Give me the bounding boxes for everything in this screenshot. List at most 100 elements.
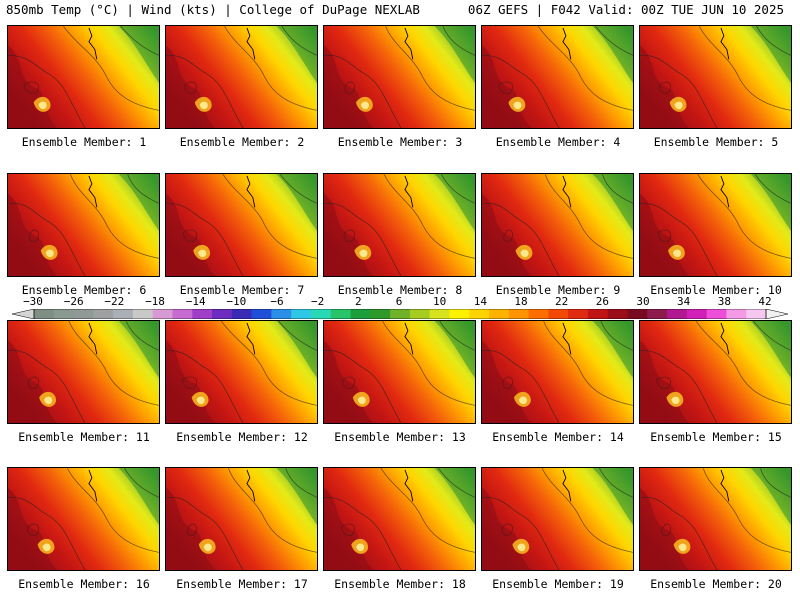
ensemble-member-map <box>481 25 634 129</box>
colorbar-tick-label: −6 <box>270 295 284 308</box>
colorbar-swatch <box>34 309 55 319</box>
ensemble-member-label: Ensemble Member: 9 <box>495 283 621 297</box>
colorbar-swatch <box>409 309 431 319</box>
colorbar-tick-label: 22 <box>555 295 569 308</box>
colorbar-swatch <box>627 309 648 319</box>
colorbar-swatch <box>192 309 213 319</box>
ensemble-member-map <box>323 25 476 129</box>
colorbar-tick-label: −30 <box>23 295 43 308</box>
colorbar-swatch <box>469 309 490 319</box>
colorbar-swatch <box>528 309 549 319</box>
ensemble-member-label: Ensemble Member: 3 <box>337 135 463 149</box>
ensemble-member-label: Ensemble Member: 15 <box>650 430 782 444</box>
ensemble-member-label: Ensemble Member: 18 <box>334 577 466 591</box>
colorbar-swatch <box>350 309 371 319</box>
ensemble-member-map <box>165 467 318 571</box>
ensemble-member-label: Ensemble Member: 19 <box>492 577 624 591</box>
colorbar-tick-label: −10 <box>226 295 247 308</box>
ensemble-member-map <box>7 467 160 571</box>
ensemble-member-map <box>323 467 476 571</box>
ensemble-member-label: Ensemble Member: 10 <box>650 283 782 297</box>
colorbar-swatch <box>746 309 767 319</box>
ensemble-member-label: Ensemble Member: 1 <box>21 135 147 149</box>
ensemble-member-map <box>165 25 318 129</box>
colorbar-swatch <box>73 309 94 319</box>
ensemble-member-map <box>7 320 160 424</box>
colorbar-tick-label: −26 <box>63 295 84 308</box>
colorbar-swatch <box>587 309 609 319</box>
colorbar-swatch <box>726 309 747 319</box>
colorbar-swatch <box>172 309 193 319</box>
ensemble-member-label: Ensemble Member: 14 <box>492 430 624 444</box>
colorbar-swatch <box>390 309 411 319</box>
ensemble-member-map <box>323 320 476 424</box>
colorbar-swatch <box>686 309 708 319</box>
colorbar-tick-label: 2 <box>355 295 362 308</box>
ensemble-member-label: Ensemble Member: 5 <box>653 135 779 149</box>
colorbar-swatch <box>607 309 628 319</box>
colorbar-tick-label: −2 <box>311 295 325 308</box>
ensemble-member-map <box>639 173 792 277</box>
ensemble-member-map <box>7 25 160 129</box>
ensemble-member-map <box>481 320 634 424</box>
colorbar-swatch <box>706 309 727 319</box>
colorbar-swatch <box>113 309 134 319</box>
ensemble-member-map <box>639 25 792 129</box>
ensemble-member-map <box>323 173 476 277</box>
colorbar-swatch <box>152 309 173 319</box>
colorbar-tick-label: 6 <box>395 295 403 308</box>
ensemble-member-map <box>165 173 318 277</box>
colorbar-tick-label: 26 <box>595 295 609 308</box>
colorbar-swatch <box>429 309 450 319</box>
ensemble-member-label: Ensemble Member: 2 <box>179 135 305 149</box>
colorbar-tick-label: 34 <box>677 295 691 308</box>
colorbar-tick-label: 10 <box>433 295 447 308</box>
colorbar-swatch <box>330 309 351 319</box>
ensemble-member-label: Ensemble Member: 6 <box>21 283 147 297</box>
ensemble-member-map <box>481 467 634 571</box>
colorbar-left-arrow <box>12 309 35 319</box>
colorbar-swatch <box>449 309 470 319</box>
colorbar-swatch <box>132 309 154 319</box>
colorbar-swatch <box>508 309 529 319</box>
colorbar-swatch <box>310 309 332 319</box>
colorbar-swatch <box>271 309 292 319</box>
colorbar-right-arrow <box>765 309 788 319</box>
colorbar-swatch <box>251 309 272 319</box>
ensemble-member-label: Ensemble Member: 11 <box>18 430 150 444</box>
colorbar-swatch <box>212 309 233 319</box>
map-title: 850mb Temp (°C) | Wind (kts) | College o… <box>6 2 420 17</box>
ensemble-member-map <box>481 173 634 277</box>
colorbar-tick-label: 30 <box>636 295 650 308</box>
colorbar-swatch <box>370 309 391 319</box>
colorbar-tick-label: −14 <box>185 295 206 308</box>
ensemble-member-label: Ensemble Member: 7 <box>179 283 305 297</box>
ensemble-member-label: Ensemble Member: 13 <box>334 430 466 444</box>
ensemble-member-map <box>639 320 792 424</box>
colorbar-swatch <box>489 309 510 319</box>
colorbar-tick-label: 18 <box>514 295 528 308</box>
colorbar-tick-label: 42 <box>758 295 772 308</box>
ensemble-member-label: Ensemble Member: 4 <box>495 135 621 149</box>
colorbar-swatch <box>548 309 569 319</box>
colorbar-swatch <box>93 309 114 319</box>
ensemble-member-label: Ensemble Member: 8 <box>337 283 463 297</box>
ensemble-member-label: Ensemble Member: 16 <box>18 577 150 591</box>
run-info: 06Z GEFS | F042 Valid: 00Z TUE JUN 10 20… <box>467 2 784 17</box>
colorbar-tick-label: −22 <box>104 295 125 308</box>
colorbar-tick-label: −18 <box>145 295 165 308</box>
colorbar-tick-label: 38 <box>717 295 731 308</box>
ensemble-member-label: Ensemble Member: 20 <box>650 577 782 591</box>
colorbar-ticks: −30 −26 −22 −18 −14 −10 −6 −2 2 6 10 14 18 22 26 30 34 38… <box>0 295 800 308</box>
colorbar-swatch <box>231 309 253 319</box>
ensemble-member-map <box>639 467 792 571</box>
ensemble-member-map <box>7 173 160 277</box>
colorbar-swatch <box>53 309 74 319</box>
temperature-colorbar <box>12 309 788 319</box>
colorbar-swatch <box>291 309 312 319</box>
colorbar-swatch <box>568 309 589 319</box>
colorbar-border <box>33 309 767 319</box>
colorbar-swatch <box>667 309 688 319</box>
ensemble-member-label: Ensemble Member: 17 <box>176 577 308 591</box>
ensemble-member-label: Ensemble Member: 12 <box>176 430 308 444</box>
